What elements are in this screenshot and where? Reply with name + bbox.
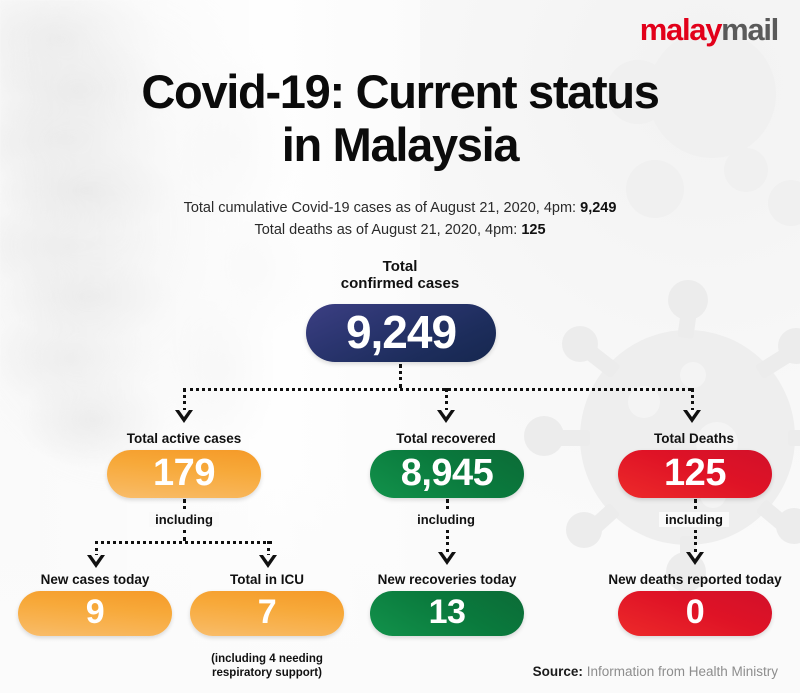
including-label-recovered-text: including bbox=[411, 512, 481, 527]
total-in-icu-caption: Total in ICU bbox=[188, 572, 346, 588]
new-recoveries-today-caption: New recoveries today bbox=[366, 572, 528, 588]
including-label-deaths-text: including bbox=[659, 512, 729, 527]
connector-bus-horizontal bbox=[183, 388, 691, 391]
total-confirmed-cases-caption-line-2: confirmed cases bbox=[340, 275, 460, 293]
connector-drop-new-cases bbox=[95, 541, 98, 557]
subtitle-total-deaths: Total deaths as of August 21, 2020, 4pm:… bbox=[0, 222, 800, 238]
total-in-icu-caption-text: Total in ICU bbox=[230, 572, 304, 587]
total-deaths-caption-text: Total Deaths bbox=[653, 431, 734, 446]
arrow-down-icon bbox=[683, 410, 701, 423]
logo-text-malay: malay bbox=[639, 12, 723, 47]
including-label-deaths: including bbox=[614, 512, 774, 527]
page-title-line-2: in Malaysia bbox=[281, 117, 520, 171]
total-active-cases-caption-text: Total active cases bbox=[126, 431, 242, 446]
source-text: Information from Health Ministry bbox=[586, 664, 778, 679]
subtitle-cumulative-cases: Total cumulative Covid-19 cases as of Au… bbox=[0, 200, 800, 216]
subtitle-cumulative-cases-value: 9,249 bbox=[580, 200, 617, 216]
total-recovered-value-box: 8,945 bbox=[370, 450, 524, 498]
total-active-cases-caption: Total active cases bbox=[104, 431, 264, 447]
new-cases-today-value-box: 9 bbox=[18, 591, 172, 636]
arrow-down-icon bbox=[175, 410, 193, 423]
including-label-active-text: including bbox=[149, 512, 219, 527]
decorative-circle bbox=[768, 180, 800, 226]
source-label: Source: bbox=[532, 664, 583, 679]
total-recovered-caption-text: Total recovered bbox=[396, 431, 496, 446]
new-recoveries-today-value-box: 13 bbox=[370, 591, 524, 636]
new-recoveries-today-caption-text: New recoveries today bbox=[377, 572, 517, 587]
subtitle-total-deaths-value: 125 bbox=[521, 222, 546, 238]
total-active-cases-value: 179 bbox=[153, 451, 215, 494]
source-line: Source: Information from Health Ministry bbox=[533, 664, 778, 679]
total-recovered-value: 8,945 bbox=[400, 451, 494, 494]
decorative-circle bbox=[606, 60, 670, 124]
total-deaths-value: 125 bbox=[664, 451, 726, 494]
connector-bus-active-children bbox=[95, 541, 272, 544]
total-in-icu-value: 7 bbox=[257, 593, 277, 631]
including-label-recovered: including bbox=[366, 512, 526, 527]
new-deaths-reported-today-caption-text: New deaths reported today bbox=[608, 572, 782, 587]
including-label-active: including bbox=[104, 512, 264, 527]
new-cases-today-caption-text: New cases today bbox=[40, 572, 150, 587]
arrow-down-icon bbox=[438, 552, 456, 565]
logo-text-mail: mail bbox=[721, 12, 779, 47]
connector-drop-deaths bbox=[691, 388, 694, 412]
new-deaths-reported-today-value-box: 0 bbox=[618, 591, 772, 636]
total-confirmed-cases-caption: Total confirmed cases bbox=[300, 258, 500, 293]
arrow-down-icon bbox=[437, 410, 455, 423]
decorative-circle bbox=[626, 160, 684, 218]
total-in-icu-note: (including 4 needing respiratory support… bbox=[186, 639, 348, 680]
total-in-icu-note-text: (including 4 needing respiratory support… bbox=[211, 652, 323, 679]
arrow-down-icon bbox=[87, 555, 105, 568]
page-title-line-1: Covid-19: Current status bbox=[141, 65, 660, 118]
connector-drop-active bbox=[183, 388, 186, 412]
total-confirmed-cases-value-box: 9,249 bbox=[306, 304, 496, 362]
new-cases-today-caption: New cases today bbox=[15, 572, 175, 588]
connector-trunk-vertical bbox=[399, 364, 402, 388]
page-title: Covid-19: Current status in Malaysia bbox=[0, 65, 800, 171]
total-confirmed-cases-value: 9,249 bbox=[345, 306, 457, 358]
arrow-down-icon bbox=[686, 552, 704, 565]
total-recovered-caption: Total recovered bbox=[366, 431, 526, 447]
connector-drop-icu bbox=[267, 541, 270, 557]
total-in-icu-value-box: 7 bbox=[190, 591, 344, 636]
connector-drop-recovered bbox=[445, 388, 448, 412]
arrow-down-icon bbox=[259, 555, 277, 568]
decorative-circle bbox=[706, 60, 752, 106]
new-deaths-reported-today-value: 0 bbox=[685, 593, 705, 631]
total-confirmed-cases-caption-line-1: Total bbox=[382, 258, 418, 275]
background-photo-fade-vertical bbox=[0, 473, 420, 693]
total-deaths-caption: Total Deaths bbox=[614, 431, 774, 447]
subtitle-cumulative-cases-text: Total cumulative Covid-19 cases as of Au… bbox=[183, 200, 577, 216]
new-deaths-reported-today-caption: New deaths reported today bbox=[598, 572, 792, 588]
total-active-cases-value-box: 179 bbox=[107, 450, 261, 498]
malaymail-logo[interactable]: malaymail bbox=[639, 12, 780, 47]
decorative-circle bbox=[724, 148, 768, 192]
total-deaths-value-box: 125 bbox=[618, 450, 772, 498]
new-cases-today-value: 9 bbox=[85, 593, 105, 631]
subtitle-total-deaths-text: Total deaths as of August 21, 2020, 4pm: bbox=[254, 222, 518, 238]
new-recoveries-today-value: 13 bbox=[428, 593, 466, 631]
